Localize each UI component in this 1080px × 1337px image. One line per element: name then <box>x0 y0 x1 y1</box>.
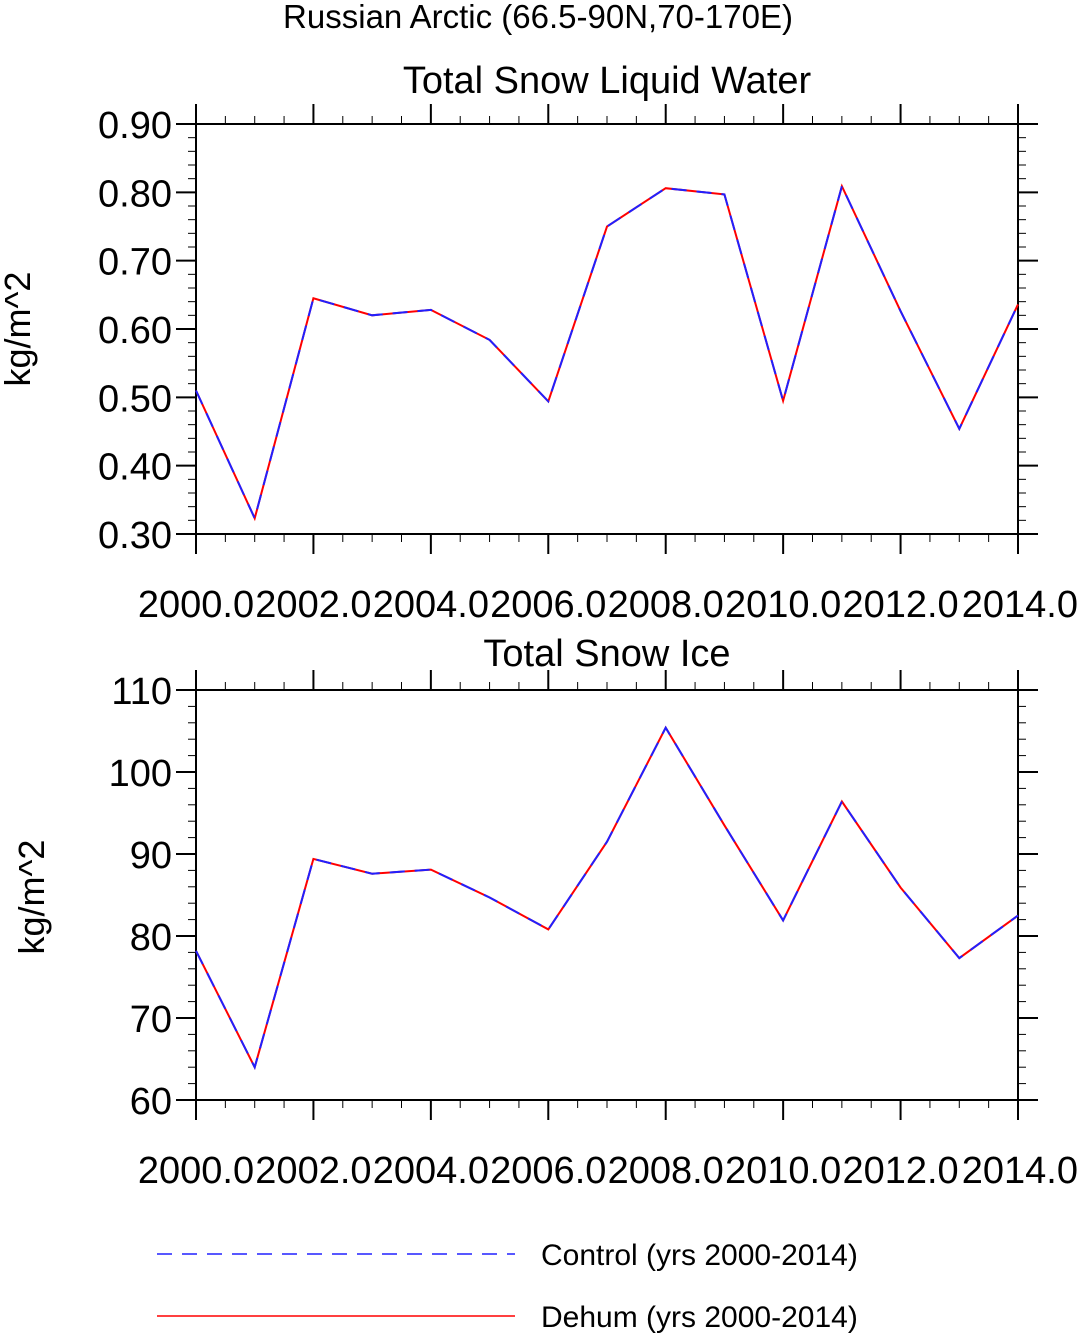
x-tick-label: 2010.0 <box>725 584 841 626</box>
x-tick-label: 2012.0 <box>842 1150 958 1192</box>
panel-title: Total Snow Liquid Water <box>403 60 812 102</box>
legend-control-label: Control (yrs 2000-2014) <box>541 1239 858 1272</box>
y-tick-label: 0.40 <box>98 447 172 489</box>
y-tick-label: 80 <box>130 917 172 959</box>
series-control-line <box>195 183 1019 522</box>
series-dehum-line <box>195 183 1019 522</box>
x-tick-label: 2000.0 <box>138 584 254 626</box>
legend: Control (yrs 2000-2014) Dehum (yrs 2000-… <box>157 1239 858 1334</box>
plot-frame <box>195 689 1019 1101</box>
x-tick-label: 2008.0 <box>608 584 724 626</box>
x-tick-label: 2008.0 <box>608 1150 724 1192</box>
x-tick-label: 2000.0 <box>138 1150 254 1192</box>
legend-dehum-label: Dehum (yrs 2000-2014) <box>541 1301 858 1334</box>
plot-frame <box>195 123 1019 535</box>
y-tick-label: 60 <box>130 1081 172 1123</box>
panel-snow-liquid-water: Total Snow Liquid Water kg/m^2 0.30 0.40 0.5… <box>0 60 1078 626</box>
series-control-line <box>195 725 1019 1070</box>
y-axis-label: kg/m^2 <box>11 840 52 955</box>
series-dehum-line <box>195 725 1019 1070</box>
panel-title: Total Snow Ice <box>483 633 730 675</box>
x-tick-label: 2004.0 <box>373 1150 489 1192</box>
y-tick-label: 110 <box>111 671 172 713</box>
x-tick-label: 2014.0 <box>962 1150 1078 1192</box>
x-tick-label: 2006.0 <box>490 1150 606 1192</box>
y-tick-label: 0.30 <box>98 515 172 557</box>
figure-title: Russian Arctic (66.5-90N,70-170E) <box>283 0 793 35</box>
x-tick-label: 2014.0 <box>962 584 1078 626</box>
y-tick-label: 0.80 <box>98 173 172 215</box>
x-tick-label: 2002.0 <box>255 1150 371 1192</box>
y-tick-label: 0.50 <box>98 378 172 420</box>
x-tick-label: 2010.0 <box>725 1150 841 1192</box>
y-tick-label: 0.70 <box>98 242 172 284</box>
y-tick-label: 70 <box>130 999 172 1041</box>
x-tick-label: 2002.0 <box>255 584 371 626</box>
y-axis-label: kg/m^2 <box>0 272 38 387</box>
x-tick-label: 2004.0 <box>373 584 489 626</box>
y-tick-label: 90 <box>130 835 172 877</box>
y-tick-label: 0.60 <box>98 310 172 352</box>
x-tick-label: 2012.0 <box>842 584 958 626</box>
y-tick-label: 100 <box>109 753 172 795</box>
x-tick-label: 2006.0 <box>490 584 606 626</box>
y-tick-label: 0.90 <box>98 105 172 147</box>
panel-snow-ice: Total Snow Ice kg/m^2 60 70 80 90 100 110 2000.0… <box>11 633 1078 1192</box>
